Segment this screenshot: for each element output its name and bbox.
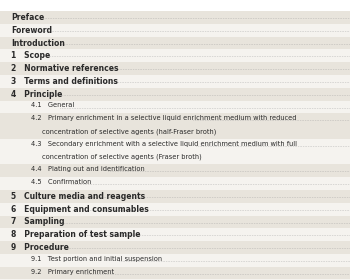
FancyBboxPatch shape bbox=[0, 139, 350, 164]
Text: 5   Culture media and reagents: 5 Culture media and reagents bbox=[11, 192, 145, 201]
Text: 9   Procedure: 9 Procedure bbox=[11, 243, 69, 252]
Text: 2   Normative references: 2 Normative references bbox=[11, 64, 119, 73]
FancyBboxPatch shape bbox=[0, 164, 350, 177]
Text: 7   Sampling: 7 Sampling bbox=[11, 218, 65, 227]
Text: 9.2   Primary enrichment: 9.2 Primary enrichment bbox=[30, 269, 114, 275]
Text: 4.3   Secondary enrichment with a selective liquid enrichment medium with full: 4.3 Secondary enrichment with a selectiv… bbox=[30, 141, 296, 147]
Text: concentration of selective agents (Fraser broth): concentration of selective agents (Frase… bbox=[42, 154, 201, 160]
Text: 4.5   Confirmation: 4.5 Confirmation bbox=[30, 179, 91, 185]
FancyBboxPatch shape bbox=[0, 241, 350, 254]
Text: 4.4   Plating out and identification: 4.4 Plating out and identification bbox=[30, 166, 144, 172]
Text: 4.1   General: 4.1 General bbox=[30, 102, 74, 108]
FancyBboxPatch shape bbox=[0, 11, 350, 24]
FancyBboxPatch shape bbox=[0, 190, 350, 203]
FancyBboxPatch shape bbox=[0, 203, 350, 216]
Text: 6   Equipment and consumables: 6 Equipment and consumables bbox=[11, 205, 149, 214]
FancyBboxPatch shape bbox=[0, 50, 350, 62]
Text: Preface: Preface bbox=[11, 13, 44, 22]
FancyBboxPatch shape bbox=[0, 101, 350, 113]
FancyBboxPatch shape bbox=[0, 279, 350, 280]
Text: Introduction: Introduction bbox=[11, 39, 65, 48]
Text: Foreword: Foreword bbox=[11, 26, 52, 35]
Text: 4   Principle: 4 Principle bbox=[11, 90, 63, 99]
FancyBboxPatch shape bbox=[0, 216, 350, 228]
FancyBboxPatch shape bbox=[0, 228, 350, 241]
Text: 9.1   Test portion and initial suspension: 9.1 Test portion and initial suspension bbox=[30, 256, 162, 262]
Text: concentration of selective agents (half-Fraser broth): concentration of selective agents (half-… bbox=[42, 128, 216, 134]
Text: 4.2   Primary enrichment in a selective liquid enrichment medium with reduced: 4.2 Primary enrichment in a selective li… bbox=[30, 115, 296, 121]
FancyBboxPatch shape bbox=[0, 75, 350, 88]
FancyBboxPatch shape bbox=[0, 177, 350, 190]
FancyBboxPatch shape bbox=[0, 88, 350, 101]
FancyBboxPatch shape bbox=[0, 113, 350, 139]
Text: 8   Preparation of test sample: 8 Preparation of test sample bbox=[11, 230, 141, 239]
Text: 1   Scope: 1 Scope bbox=[11, 51, 50, 60]
FancyBboxPatch shape bbox=[0, 254, 350, 267]
FancyBboxPatch shape bbox=[0, 62, 350, 75]
FancyBboxPatch shape bbox=[0, 24, 350, 37]
FancyBboxPatch shape bbox=[0, 267, 350, 279]
Text: 3   Terms and definitions: 3 Terms and definitions bbox=[11, 77, 118, 86]
FancyBboxPatch shape bbox=[0, 37, 350, 50]
